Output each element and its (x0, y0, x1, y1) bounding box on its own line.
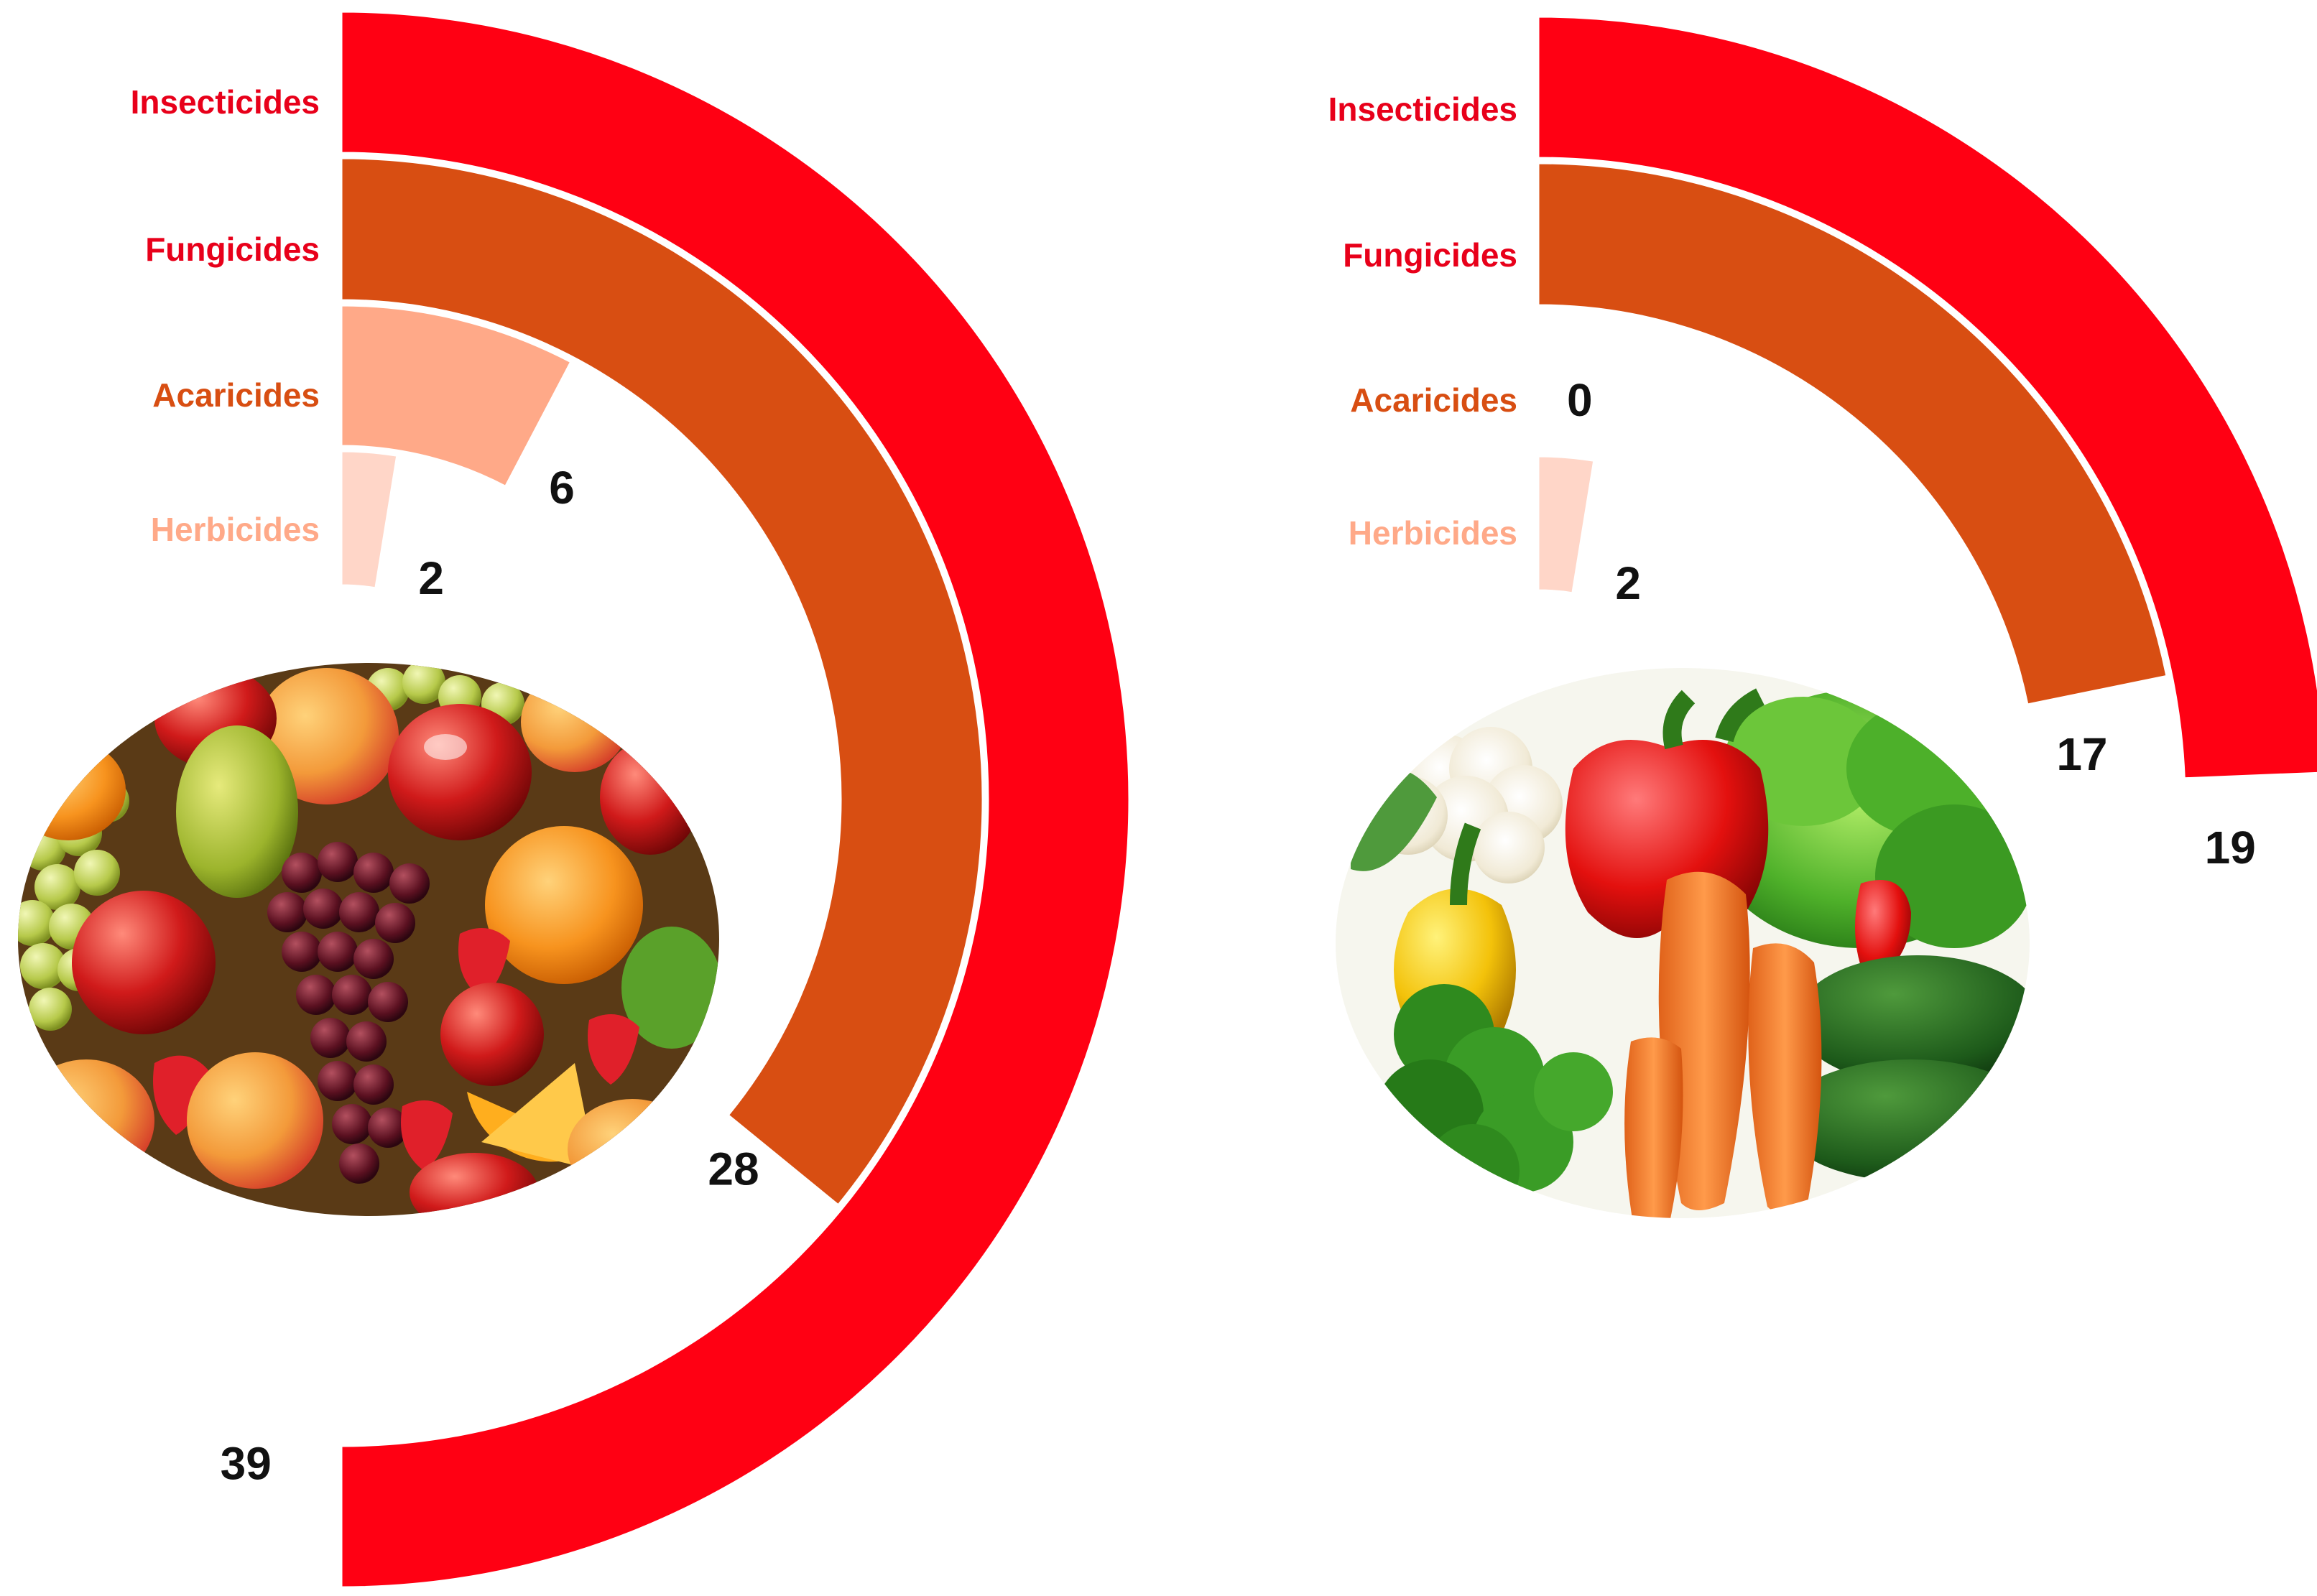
vegetable-category-label-herbicides: Herbicides (1349, 514, 1517, 552)
fruit-value-label-herbicides: 2 (418, 552, 444, 604)
cauliflower (1351, 727, 1563, 883)
vegetable-value-label-fungicides: 17 (2056, 728, 2107, 780)
vegetable-category-label-fungicides: Fungicides (1343, 236, 1517, 274)
vegetable-bar-herbicides (1537, 455, 1596, 595)
vegetable-value-label-herbicides: 2 (1615, 557, 1641, 609)
fruit-bar-fungicides (340, 157, 984, 1207)
fruit-category-label-insecticides: Insecticides (131, 83, 320, 121)
fruit-bar-acaricides (340, 304, 573, 488)
fruit-chart: Insecticides 39 Fungicides 28 Acaricides 6 Her… (131, 10, 1131, 1589)
fruit-picture (18, 663, 719, 1216)
fruit-bar-insecticides (340, 10, 1131, 1589)
vegetable-category-label-insecticides: Insecticides (1328, 91, 1517, 128)
fruit-category-label-fungicides: Fungicides (145, 231, 320, 268)
vegetable-value-label-insecticides: 19 (2205, 822, 2256, 873)
vegetable-chart: Insecticides 19 Fungicides 17 Acaricides 0 Her… (1328, 15, 2317, 873)
fruit-category-label-herbicides: Herbicides (151, 511, 320, 548)
fruit-value-label-insecticides: 39 (221, 1437, 272, 1489)
fruit-value-label-fungicides: 28 (708, 1143, 759, 1195)
fruit-value-label-acaricides: 6 (549, 462, 575, 514)
vegetable-category-label-acaricides: Acaricides (1350, 381, 1517, 419)
fruit-category-label-acaricides: Acaricides (152, 376, 320, 414)
vegetable-picture (1336, 668, 2030, 1218)
vegetable-value-label-acaricides: 0 (1567, 374, 1593, 426)
vegetable-bar-insecticides (1537, 15, 2317, 780)
vegetable-bar-fungicides (1537, 162, 2168, 706)
fruit-bar-herbicides (340, 450, 399, 590)
red-grapes-cluster (267, 842, 430, 1184)
